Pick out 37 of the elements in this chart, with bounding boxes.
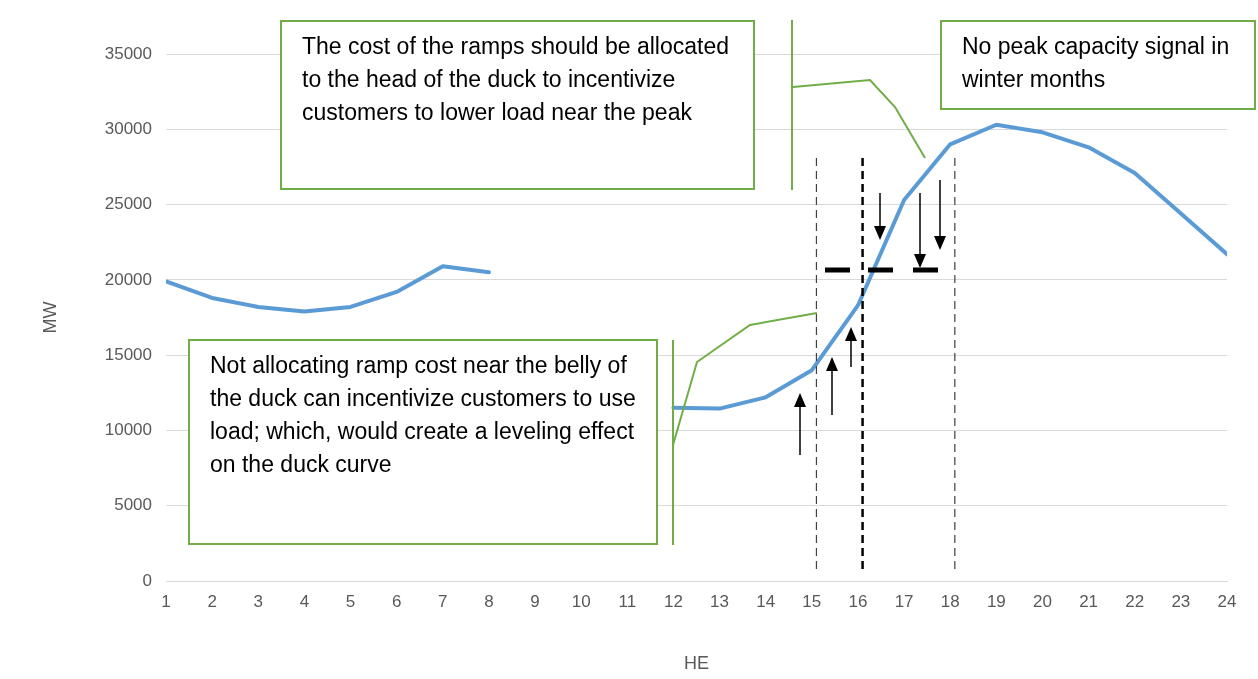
x-tick-label: 12 <box>663 591 683 611</box>
x-tick-label: 2 <box>207 591 217 611</box>
x-tick-label: 13 <box>710 591 730 611</box>
y-tick-label: 5000 <box>114 495 152 515</box>
y-tick-label: 0 <box>142 570 152 590</box>
y-tick-label: 15000 <box>104 344 152 364</box>
x-tick-label: 5 <box>345 591 356 611</box>
y-tick-label: 10000 <box>104 420 152 440</box>
callout-box: Not allocating ramp cost near the belly of the duck can incentivize customers to use load; which, would create a leveling effect on the duck curve <box>188 339 658 545</box>
x-tick-label: 8 <box>484 591 494 611</box>
x-tick-label: 11 <box>618 591 637 611</box>
x-tick-label: 20 <box>1033 591 1052 611</box>
x-tick-label: 7 <box>438 591 448 611</box>
callout-box: The cost of the ramps should be allocated to the head of the duck to incentivize customers to lower load near the peak <box>280 20 755 190</box>
x-tick-label: 14 <box>756 591 776 611</box>
x-tick-label: 10 <box>571 591 591 611</box>
x-tick-label: 15 <box>802 591 822 611</box>
x-tick-label: 21 <box>1079 591 1099 611</box>
y-axis-title: MW <box>39 301 60 334</box>
y-tick-label: 30000 <box>104 118 152 138</box>
x-tick-label: 17 <box>894 591 914 611</box>
x-tick-label: 16 <box>848 591 868 611</box>
y-tick-label: 25000 <box>104 194 152 214</box>
y-tick-label: 20000 <box>104 269 152 289</box>
y-tick-label: 35000 <box>104 43 152 63</box>
x-tick-label: 23 <box>1171 591 1191 611</box>
callout-box: No peak capacity signal in winter months <box>940 20 1256 110</box>
x-tick-label: 19 <box>986 591 1006 611</box>
x-tick-label: 22 <box>1125 591 1145 611</box>
x-tick-label: 1 <box>161 591 171 611</box>
x-tick-label: 6 <box>391 591 402 611</box>
x-tick-label: 18 <box>940 591 960 611</box>
x-axis-title: HE <box>683 653 710 674</box>
x-tick-label: 9 <box>530 591 540 611</box>
x-tick-label: 3 <box>253 591 263 611</box>
x-tick-label: 24 <box>1217 591 1237 611</box>
x-tick-label: 4 <box>299 591 310 611</box>
